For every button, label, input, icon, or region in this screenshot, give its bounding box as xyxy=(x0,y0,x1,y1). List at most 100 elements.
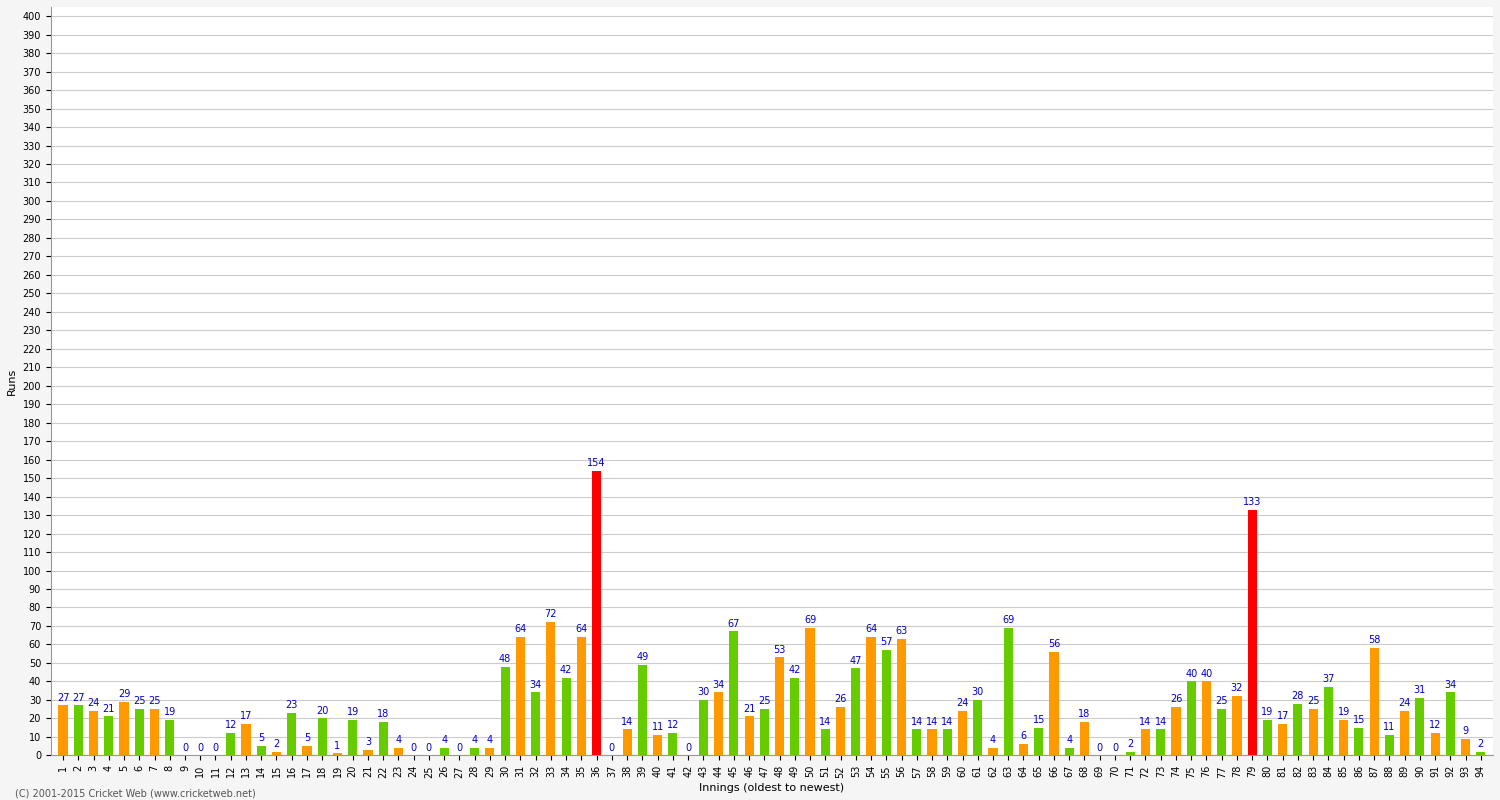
Bar xyxy=(1216,709,1227,755)
Text: 47: 47 xyxy=(849,656,862,666)
Bar xyxy=(135,709,144,755)
Text: 34: 34 xyxy=(530,680,542,690)
Text: 12: 12 xyxy=(225,720,237,730)
Text: 0: 0 xyxy=(196,742,204,753)
Bar xyxy=(303,746,312,755)
Bar xyxy=(150,709,159,755)
Bar xyxy=(958,711,968,755)
Text: 26: 26 xyxy=(834,694,846,705)
Text: 2: 2 xyxy=(273,739,279,749)
Text: 25: 25 xyxy=(148,696,160,706)
Bar xyxy=(578,637,586,755)
Text: 0: 0 xyxy=(182,742,188,753)
Text: 64: 64 xyxy=(865,624,877,634)
Bar xyxy=(1248,510,1257,755)
Text: 12: 12 xyxy=(1430,720,1442,730)
Text: 19: 19 xyxy=(164,707,176,718)
Bar xyxy=(729,631,738,755)
Text: 48: 48 xyxy=(500,654,512,664)
Text: 30: 30 xyxy=(698,687,709,697)
Text: 4: 4 xyxy=(396,735,402,745)
Text: 6: 6 xyxy=(1020,731,1026,742)
Text: 23: 23 xyxy=(285,700,298,710)
Bar xyxy=(1400,711,1408,755)
Text: 53: 53 xyxy=(774,645,786,654)
Bar xyxy=(501,666,510,755)
Text: 14: 14 xyxy=(910,717,922,726)
Text: 40: 40 xyxy=(1200,669,1212,678)
Bar xyxy=(378,722,388,755)
Text: 0: 0 xyxy=(609,742,615,753)
Bar xyxy=(1142,730,1150,755)
Bar xyxy=(638,665,646,755)
Bar xyxy=(1019,744,1028,755)
Text: 2: 2 xyxy=(1478,739,1484,749)
Bar xyxy=(1416,698,1425,755)
Text: 0: 0 xyxy=(1112,742,1118,753)
Text: 24: 24 xyxy=(87,698,99,708)
Bar xyxy=(867,637,876,755)
Bar xyxy=(74,706,82,755)
Bar xyxy=(806,628,814,755)
Bar xyxy=(1476,751,1485,755)
Bar xyxy=(669,733,678,755)
Bar xyxy=(988,748,998,755)
Bar xyxy=(486,748,495,755)
Bar xyxy=(1186,682,1196,755)
Text: 4: 4 xyxy=(441,735,447,745)
Text: 30: 30 xyxy=(972,687,984,697)
Text: 29: 29 xyxy=(118,689,130,699)
Bar xyxy=(272,751,280,755)
Text: 0: 0 xyxy=(411,742,417,753)
Bar xyxy=(836,707,844,755)
Text: 11: 11 xyxy=(1383,722,1395,732)
Text: 40: 40 xyxy=(1185,669,1197,678)
Text: 32: 32 xyxy=(1230,683,1244,694)
Bar xyxy=(333,754,342,755)
Bar xyxy=(1308,709,1317,755)
Text: 133: 133 xyxy=(1244,497,1262,506)
Bar xyxy=(165,720,174,755)
Text: 27: 27 xyxy=(72,693,84,702)
Text: 37: 37 xyxy=(1322,674,1335,684)
Bar xyxy=(1080,722,1089,755)
Bar xyxy=(394,748,404,755)
Bar xyxy=(561,678,570,755)
Bar xyxy=(363,750,372,755)
Bar xyxy=(942,730,952,755)
Bar xyxy=(974,700,982,755)
Text: 14: 14 xyxy=(1155,717,1167,726)
Text: 0: 0 xyxy=(686,742,692,753)
Text: 31: 31 xyxy=(1414,686,1426,695)
Text: 0: 0 xyxy=(426,742,432,753)
Text: 19: 19 xyxy=(1262,707,1274,718)
Bar xyxy=(1202,682,1210,755)
Bar xyxy=(744,717,753,755)
Text: 14: 14 xyxy=(819,717,831,726)
Text: 18: 18 xyxy=(376,710,390,719)
Bar xyxy=(897,639,906,755)
Text: 25: 25 xyxy=(1306,696,1320,706)
Text: 24: 24 xyxy=(1398,698,1411,708)
Text: 2: 2 xyxy=(1126,739,1134,749)
Bar xyxy=(714,693,723,755)
Bar xyxy=(592,470,602,755)
Text: 18: 18 xyxy=(1078,710,1090,719)
Bar xyxy=(1156,730,1166,755)
Text: 1: 1 xyxy=(334,741,340,750)
Bar xyxy=(1446,693,1455,755)
Bar xyxy=(790,678,800,755)
Text: (C) 2001-2015 Cricket Web (www.cricketweb.net): (C) 2001-2015 Cricket Web (www.cricketwe… xyxy=(15,788,255,798)
Bar xyxy=(912,730,921,755)
Text: 34: 34 xyxy=(1444,680,1456,690)
Bar xyxy=(1278,724,1287,755)
Text: 28: 28 xyxy=(1292,690,1304,701)
Text: 4: 4 xyxy=(488,735,494,745)
Text: 64: 64 xyxy=(576,624,588,634)
Bar xyxy=(652,735,662,755)
Text: 72: 72 xyxy=(544,610,556,619)
Bar xyxy=(286,713,297,755)
Text: 25: 25 xyxy=(1215,696,1228,706)
Text: 19: 19 xyxy=(1338,707,1350,718)
Bar xyxy=(1065,748,1074,755)
